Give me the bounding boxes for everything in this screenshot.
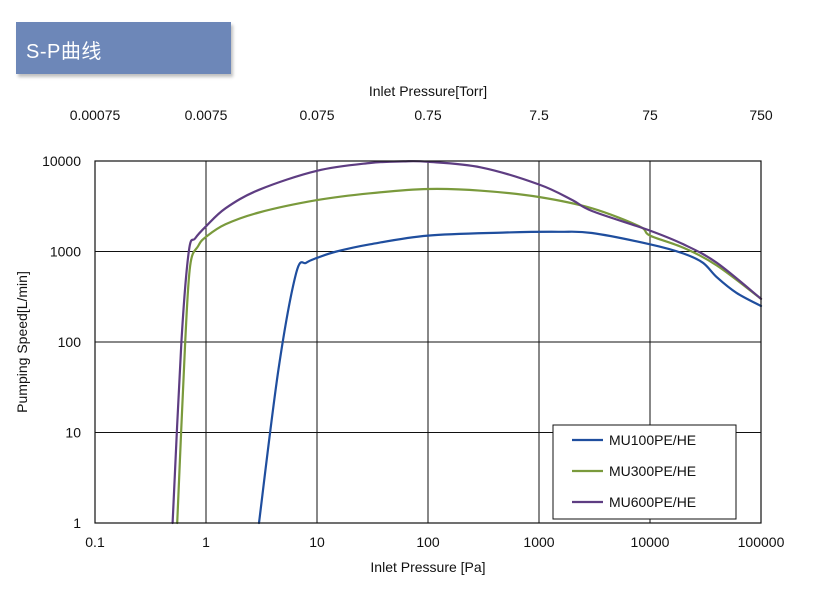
x-tick-label: 1000 — [523, 534, 554, 550]
plot-frame — [94, 160, 762, 524]
x2-tick-label: 0.0075 — [185, 107, 228, 123]
x2-tick-label: 0.75 — [414, 107, 441, 123]
legend-entry-label: MU600PE/HE — [609, 494, 696, 510]
y-tick-label: 10000 — [42, 153, 81, 169]
y-tick-label: 100 — [58, 334, 82, 350]
x2-tick-label: 7.5 — [529, 107, 549, 123]
x-axis-label: Inlet Pressure [Pa] — [370, 559, 485, 575]
x-tick-label: 10 — [309, 534, 325, 550]
x2-tick-label: 75 — [642, 107, 658, 123]
legend: MU100PE/HE MU300PE/HE MU600PE/HE — [552, 424, 737, 520]
y-axis-label: Pumping Speed[L/min] — [14, 271, 30, 413]
y-tick-label: 1 — [73, 515, 81, 531]
series-line-mu300pe-he — [176, 187, 763, 525]
x2-tick-label: 0.075 — [299, 107, 334, 123]
x2-axis-label: Inlet Pressure[Torr] — [369, 83, 487, 99]
x2-tick-label: 750 — [749, 107, 773, 123]
section-banner: S-P曲线 — [16, 22, 231, 74]
x-tick-label: 10000 — [631, 534, 670, 550]
legend-entry-label: MU300PE/HE — [609, 463, 696, 479]
y-tick-label: 1000 — [50, 244, 81, 260]
series-line-mu100pe-he — [257, 230, 763, 525]
x-tick-label: 1 — [202, 534, 210, 550]
legend-entry-label: MU100PE/HE — [609, 432, 696, 448]
x2-tick-label: 0.00075 — [70, 107, 121, 123]
x-tick-label: 100000 — [738, 534, 785, 550]
x-tick-label: 0.1 — [85, 534, 105, 550]
section-title: S-P曲线 — [26, 41, 102, 63]
y-tick-label: 10 — [65, 425, 81, 441]
x-tick-label: 100 — [416, 534, 440, 550]
